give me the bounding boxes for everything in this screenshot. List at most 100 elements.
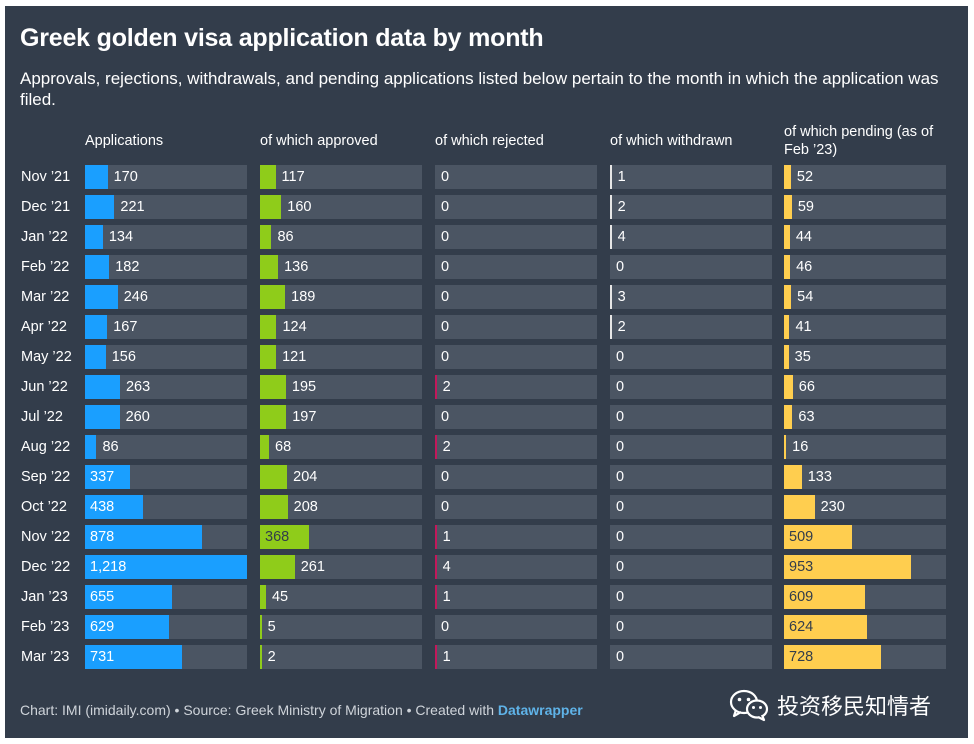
chart-title: Greek golden visa application data by mo…	[20, 24, 544, 52]
wechat-watermark: 投资移民知情者	[729, 688, 931, 722]
bar-applications	[85, 375, 120, 399]
bar-track-applications: 167	[85, 315, 247, 339]
column-header-rejected: of which rejected	[435, 133, 544, 149]
bar-value-label: 624	[789, 619, 814, 635]
bar-value-label: 2	[442, 439, 451, 455]
bar-applications	[85, 315, 108, 339]
datawrapper-link[interactable]: Datawrapper	[497, 702, 583, 718]
bar-value-label: 629	[90, 619, 115, 635]
bar-track-withdrawn: 2	[610, 195, 772, 219]
bar-approved	[260, 225, 272, 249]
bar-value-label: 0	[616, 649, 625, 665]
bar-applications	[85, 285, 118, 309]
row-label: Jan ’23	[21, 589, 68, 605]
bar-approved	[260, 285, 286, 309]
bar-track-withdrawn: 0	[610, 645, 772, 669]
bar-track-rejected: 0	[435, 615, 597, 639]
bar-value-label: 230	[820, 499, 845, 515]
bar-track-approved: 2	[260, 645, 422, 669]
bar-value-label: 197	[292, 409, 317, 425]
bar-value-label: 731	[90, 649, 115, 665]
bar-track-applications: 260	[85, 405, 247, 429]
bar-value-label: 953	[789, 559, 814, 575]
bar-applications	[85, 345, 106, 369]
bar-applications	[85, 435, 97, 459]
bar-value-label: 0	[616, 499, 625, 515]
row-label: Jan ’22	[21, 229, 68, 245]
bar-value-label: 878	[90, 529, 115, 545]
bar-value-label: 0	[616, 529, 625, 545]
bar-value-label: 86	[102, 439, 119, 455]
bar-track-approved: 121	[260, 345, 422, 369]
bar-rejected	[435, 645, 437, 669]
bar-value-label: 368	[265, 529, 290, 545]
row-label: Dec ’22	[21, 559, 71, 575]
bar-track-rejected: 2	[435, 375, 597, 399]
bar-track-rejected: 0	[435, 195, 597, 219]
bar-applications	[85, 225, 103, 249]
bar-value-label: 260	[125, 409, 150, 425]
bar-withdrawn	[610, 165, 612, 189]
bar-value-label: 4	[617, 229, 626, 245]
column-header-pending: of which pending (as of Feb ’23)	[784, 124, 934, 158]
bar-track-withdrawn: 1	[610, 165, 772, 189]
bar-value-label: 134	[108, 229, 134, 245]
bar-approved	[260, 195, 282, 219]
bar-approved	[260, 585, 266, 609]
bar-track-applications: 182	[85, 255, 247, 279]
footer-credit: Chart: IMI (imidaily.com) • Source: Gree…	[20, 702, 498, 718]
bar-value-label: 0	[616, 259, 625, 275]
bar-track-applications: 246	[85, 285, 247, 309]
bar-value-label: 246	[123, 289, 148, 305]
row-label: Dec ’21	[21, 199, 71, 215]
bar-track-pending: 54	[784, 285, 946, 309]
bar-track-rejected: 0	[435, 405, 597, 429]
bar-approved	[260, 315, 277, 339]
bar-value-label: 170	[113, 169, 138, 185]
bar-track-withdrawn: 0	[610, 585, 772, 609]
bar-value-label: 1	[442, 529, 451, 545]
bar-applications	[85, 465, 130, 489]
bar-pending	[784, 405, 793, 429]
bar-track-approved: 68	[260, 435, 422, 459]
bar-value-label: 0	[616, 559, 625, 575]
column-header-withdrawn: of which withdrawn	[610, 133, 733, 149]
bar-applications	[85, 525, 202, 549]
row-label: Oct ’22	[21, 499, 67, 515]
bar-pending	[784, 495, 815, 519]
bar-withdrawn	[610, 225, 612, 249]
bar-track-rejected: 0	[435, 285, 597, 309]
bar-pending	[784, 555, 911, 579]
bar-value-label: 160	[287, 199, 312, 215]
bar-track-rejected: 1	[435, 525, 597, 549]
bar-track-rejected: 0	[435, 495, 597, 519]
bar-applications	[85, 195, 115, 219]
bar-track-approved: 45	[260, 585, 422, 609]
bar-value-label: 44	[795, 229, 812, 245]
bar-applications	[85, 615, 169, 639]
bar-track-withdrawn: 0	[610, 465, 772, 489]
bar-track-applications: 878	[85, 525, 247, 549]
bar-value-label: 609	[789, 589, 814, 605]
bar-track-approved: 136	[260, 255, 422, 279]
bar-value-label: 2	[267, 649, 276, 665]
bar-track-rejected: 0	[435, 315, 597, 339]
bar-track-approved: 204	[260, 465, 422, 489]
bar-track-pending: 52	[784, 165, 946, 189]
bar-rejected	[435, 435, 437, 459]
bar-withdrawn	[610, 195, 612, 219]
bar-track-approved: 124	[260, 315, 422, 339]
bar-track-applications: 629	[85, 615, 247, 639]
bar-value-label: 189	[291, 289, 316, 305]
bar-value-label: 0	[441, 229, 450, 245]
row-label: Jun ’22	[21, 379, 68, 395]
bar-value-label: 3	[617, 289, 626, 305]
bar-value-label: 0	[441, 289, 450, 305]
bar-track-applications: 170	[85, 165, 247, 189]
bar-track-pending: 728	[784, 645, 946, 669]
column-header-approved: of which approved	[260, 133, 378, 149]
bar-track-pending: 609	[784, 585, 946, 609]
chart-footer: Chart: IMI (imidaily.com) • Source: Gree…	[20, 702, 583, 718]
bar-value-label: 0	[616, 349, 625, 365]
bar-value-label: 0	[616, 439, 625, 455]
